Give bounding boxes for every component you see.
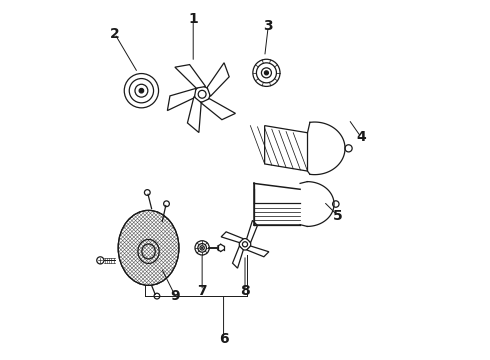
Circle shape [243, 242, 247, 247]
Circle shape [265, 71, 269, 75]
Circle shape [97, 257, 104, 264]
Ellipse shape [118, 210, 179, 285]
Circle shape [200, 246, 204, 250]
Ellipse shape [138, 239, 159, 264]
Polygon shape [168, 88, 196, 111]
Circle shape [194, 86, 210, 102]
Circle shape [129, 78, 153, 103]
Text: 4: 4 [356, 130, 366, 144]
Text: 1: 1 [188, 12, 198, 26]
Circle shape [253, 59, 280, 86]
Text: 8: 8 [240, 284, 250, 298]
Circle shape [154, 293, 160, 299]
Polygon shape [221, 232, 244, 243]
Text: 5: 5 [333, 209, 343, 223]
Circle shape [124, 73, 159, 108]
Polygon shape [188, 96, 201, 132]
Text: 9: 9 [171, 289, 180, 303]
Polygon shape [233, 246, 244, 268]
Circle shape [239, 239, 251, 250]
Text: 3: 3 [264, 19, 273, 33]
Circle shape [195, 241, 209, 255]
Circle shape [198, 90, 206, 98]
Circle shape [333, 201, 339, 207]
Circle shape [345, 145, 352, 152]
Circle shape [198, 244, 206, 252]
Circle shape [135, 84, 148, 97]
Polygon shape [207, 63, 229, 96]
Circle shape [145, 190, 150, 195]
Circle shape [164, 201, 170, 207]
Circle shape [262, 68, 271, 78]
Text: 6: 6 [219, 332, 228, 346]
Polygon shape [246, 220, 257, 243]
Ellipse shape [142, 244, 155, 259]
Circle shape [201, 247, 203, 249]
Circle shape [256, 63, 276, 83]
Polygon shape [246, 246, 269, 257]
Polygon shape [201, 99, 235, 120]
Text: 2: 2 [110, 27, 120, 41]
Circle shape [139, 89, 144, 93]
Text: 7: 7 [197, 284, 207, 298]
Polygon shape [175, 64, 206, 88]
